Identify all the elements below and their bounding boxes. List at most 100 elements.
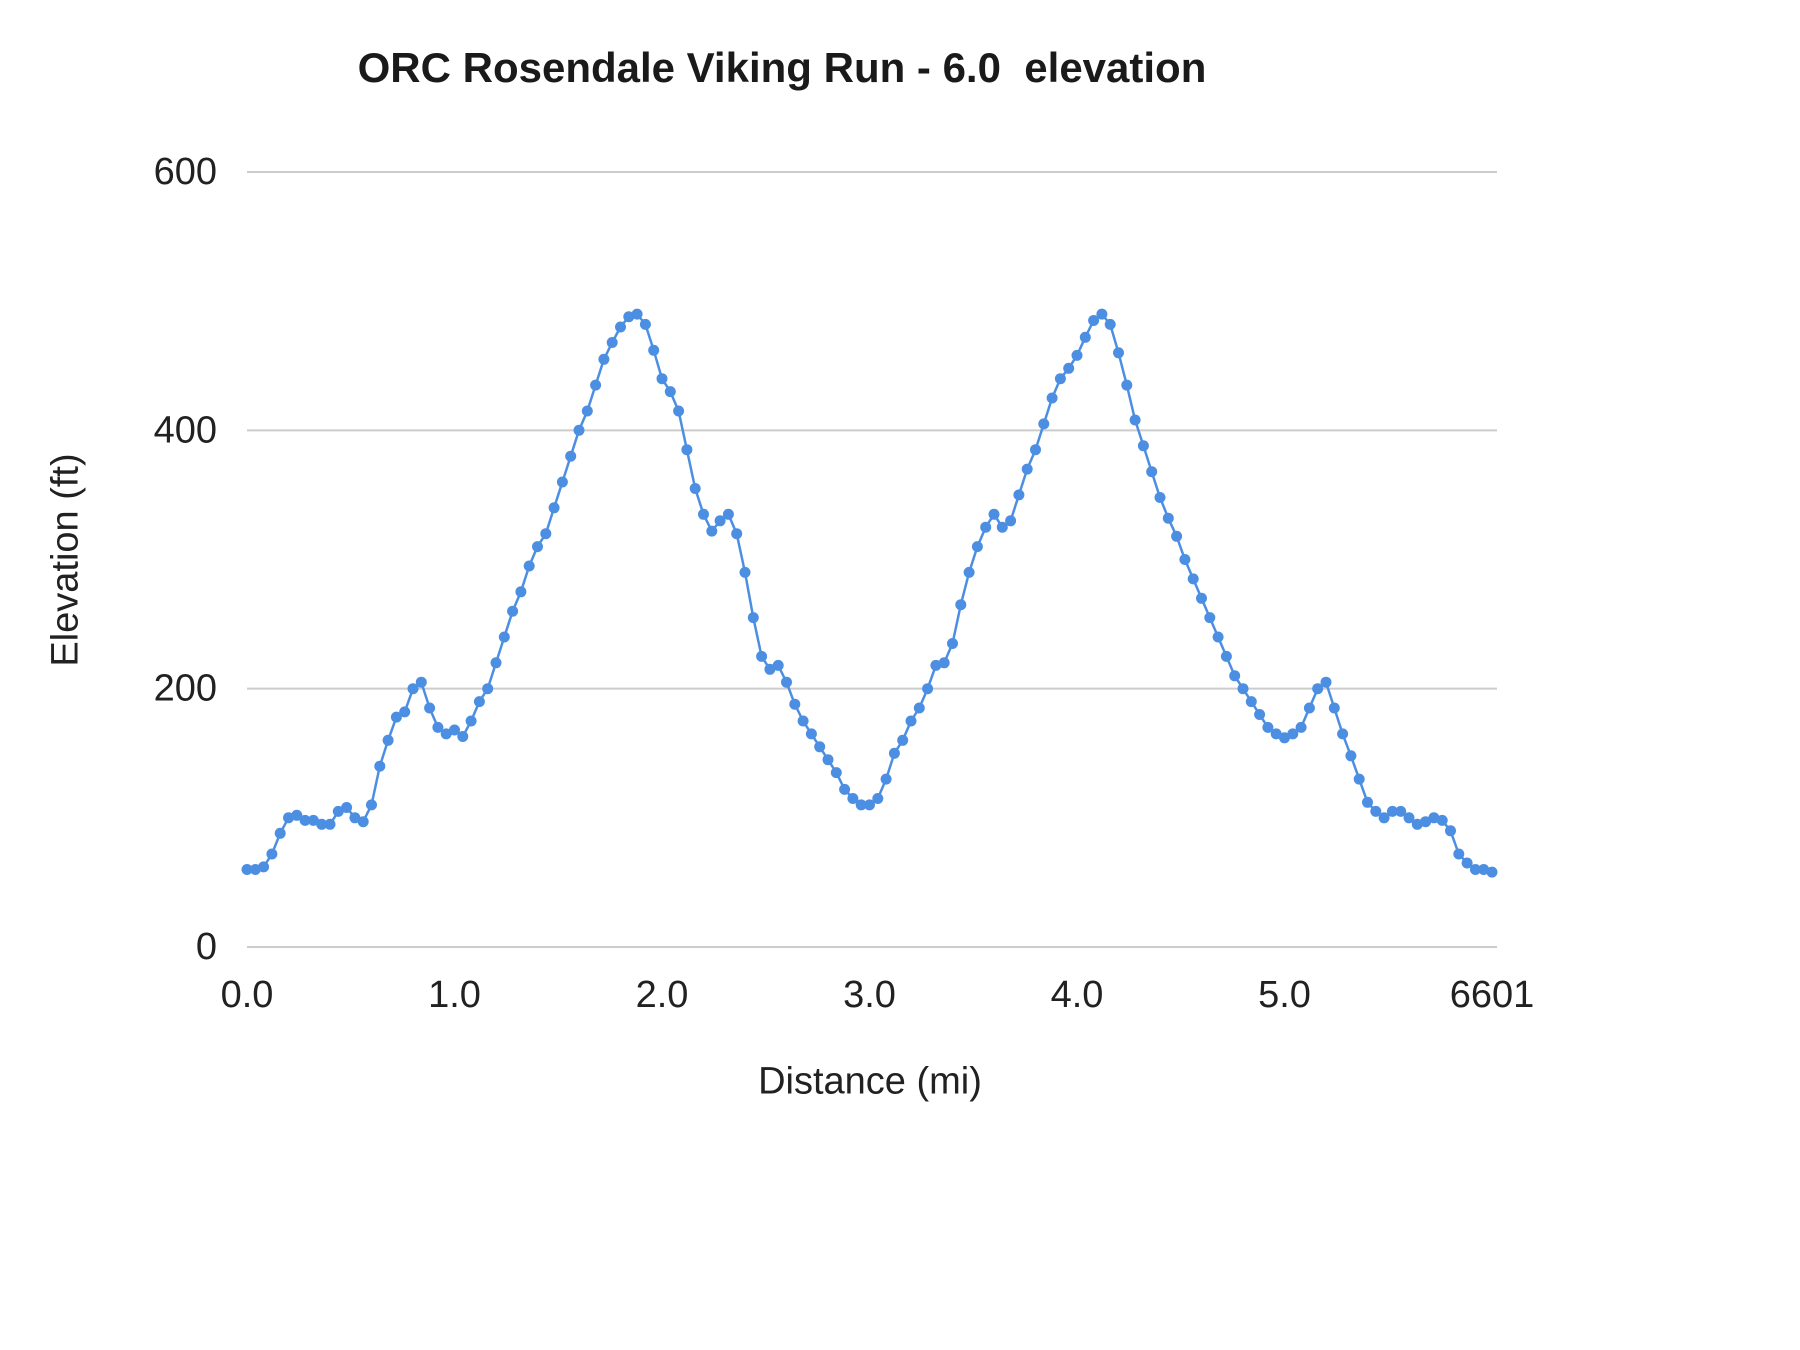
elevation-point	[913, 702, 925, 714]
elevation-point	[357, 816, 369, 828]
elevation-point	[897, 734, 909, 746]
elevation-point	[814, 741, 826, 753]
elevation-point	[781, 676, 792, 688]
elevation-point	[1320, 676, 1332, 688]
elevation-point	[996, 521, 1008, 533]
elevation-point	[872, 793, 884, 804]
elevation-point	[1021, 463, 1033, 475]
elevation-point	[789, 698, 801, 710]
elevation-point	[631, 308, 643, 320]
elevation-point	[1428, 812, 1440, 824]
elevation-point	[1279, 732, 1290, 744]
elevation-point	[1386, 805, 1398, 817]
elevation-point	[739, 566, 751, 578]
x-tick-label: 1.0	[428, 974, 481, 1016]
elevation-point	[1146, 466, 1158, 478]
elevation-point	[299, 814, 311, 826]
elevation-point	[1013, 489, 1025, 501]
elevation-point	[864, 799, 875, 811]
y-tick-label: 200	[154, 668, 217, 710]
elevation-point	[1005, 515, 1017, 527]
elevation-point	[1038, 418, 1050, 430]
elevation-point	[963, 566, 975, 578]
elevation-point	[490, 657, 502, 669]
elevation-point	[1113, 347, 1124, 359]
elevation-point	[432, 721, 444, 733]
elevation-point	[1154, 492, 1166, 503]
elevation-point	[1486, 866, 1498, 878]
elevation-point	[1395, 805, 1407, 817]
elevation-point	[1030, 444, 1041, 456]
elevation-point	[1303, 702, 1315, 714]
elevation-point	[366, 799, 377, 811]
elevation-point	[316, 818, 328, 830]
elevation-point	[390, 711, 402, 723]
elevation-point	[1262, 721, 1274, 733]
elevation-point	[399, 706, 411, 718]
elevation-point	[797, 715, 809, 727]
elevation-point	[498, 631, 510, 643]
elevation-point	[930, 659, 942, 671]
elevation-point	[324, 818, 336, 830]
elevation-point	[664, 386, 676, 398]
elevation-point	[747, 612, 759, 624]
elevation-point	[681, 444, 693, 456]
elevation-point	[465, 715, 477, 727]
elevation-point	[673, 405, 685, 417]
elevation-point	[258, 861, 270, 873]
elevation-point	[1436, 814, 1448, 826]
elevation-point	[565, 450, 577, 462]
elevation-point	[922, 683, 934, 695]
elevation-line	[247, 312, 1493, 874]
elevation-point	[573, 424, 585, 436]
elevation-point	[888, 747, 900, 759]
elevation-point	[656, 373, 668, 385]
elevation-point	[1411, 818, 1423, 830]
x-tick-label: 2.0	[636, 974, 689, 1016]
elevation-point	[349, 812, 361, 824]
elevation-point	[1204, 612, 1216, 624]
elevation-point	[1096, 308, 1108, 320]
elevation-point	[1461, 857, 1473, 869]
elevation-point	[440, 728, 452, 740]
elevation-point	[955, 599, 967, 611]
elevation-point	[1445, 825, 1456, 837]
elevation-point	[1254, 709, 1266, 720]
elevation-point	[1353, 773, 1365, 785]
elevation-point	[590, 379, 602, 391]
elevation-point	[880, 773, 892, 785]
elevation-point	[822, 754, 834, 766]
elevation-point	[971, 541, 983, 553]
elevation-point	[615, 321, 626, 333]
elevation-point	[291, 809, 303, 821]
elevation-point	[1478, 864, 1490, 875]
elevation-point	[1137, 440, 1149, 452]
elevation-point	[332, 805, 344, 817]
elevation-point	[1104, 318, 1116, 330]
elevation-point	[407, 683, 419, 695]
x-axis-title: Distance (mi)	[758, 1060, 982, 1103]
elevation-point	[988, 508, 1000, 520]
elevation-point	[266, 848, 278, 860]
elevation-point	[274, 827, 286, 839]
elevation-point	[1162, 512, 1174, 524]
x-tick-label: 0.0	[221, 974, 274, 1016]
elevation-point	[473, 696, 485, 708]
y-tick-label: 0	[196, 926, 217, 968]
chart-title: ORC Rosendale Viking Run - 6.0 elevation	[357, 44, 1207, 91]
elevation-point	[515, 586, 527, 598]
elevation-point	[1054, 373, 1066, 385]
elevation-point	[839, 783, 851, 795]
elevation-point	[307, 814, 319, 826]
elevation-point	[698, 508, 709, 520]
elevation-point	[1220, 650, 1232, 662]
elevation-point	[1469, 864, 1481, 875]
elevation-point	[1295, 721, 1307, 733]
elevation-point	[1337, 728, 1349, 740]
elevation-point	[523, 560, 535, 572]
elevation-point	[1171, 530, 1183, 542]
elevation-point	[1370, 805, 1382, 817]
elevation-point	[532, 541, 543, 553]
elevation-point	[374, 760, 386, 772]
elevation-point	[1088, 315, 1100, 326]
